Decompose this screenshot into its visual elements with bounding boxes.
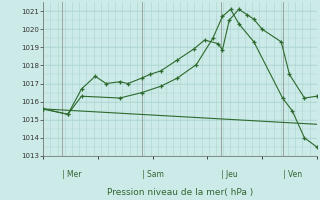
Text: | Jeu: | Jeu: [221, 170, 238, 179]
Text: | Sam: | Sam: [142, 170, 164, 179]
Text: | Ven: | Ven: [283, 170, 302, 179]
Text: | Mer: | Mer: [62, 170, 82, 179]
Text: Pression niveau de la mer( hPa ): Pression niveau de la mer( hPa ): [107, 188, 253, 197]
